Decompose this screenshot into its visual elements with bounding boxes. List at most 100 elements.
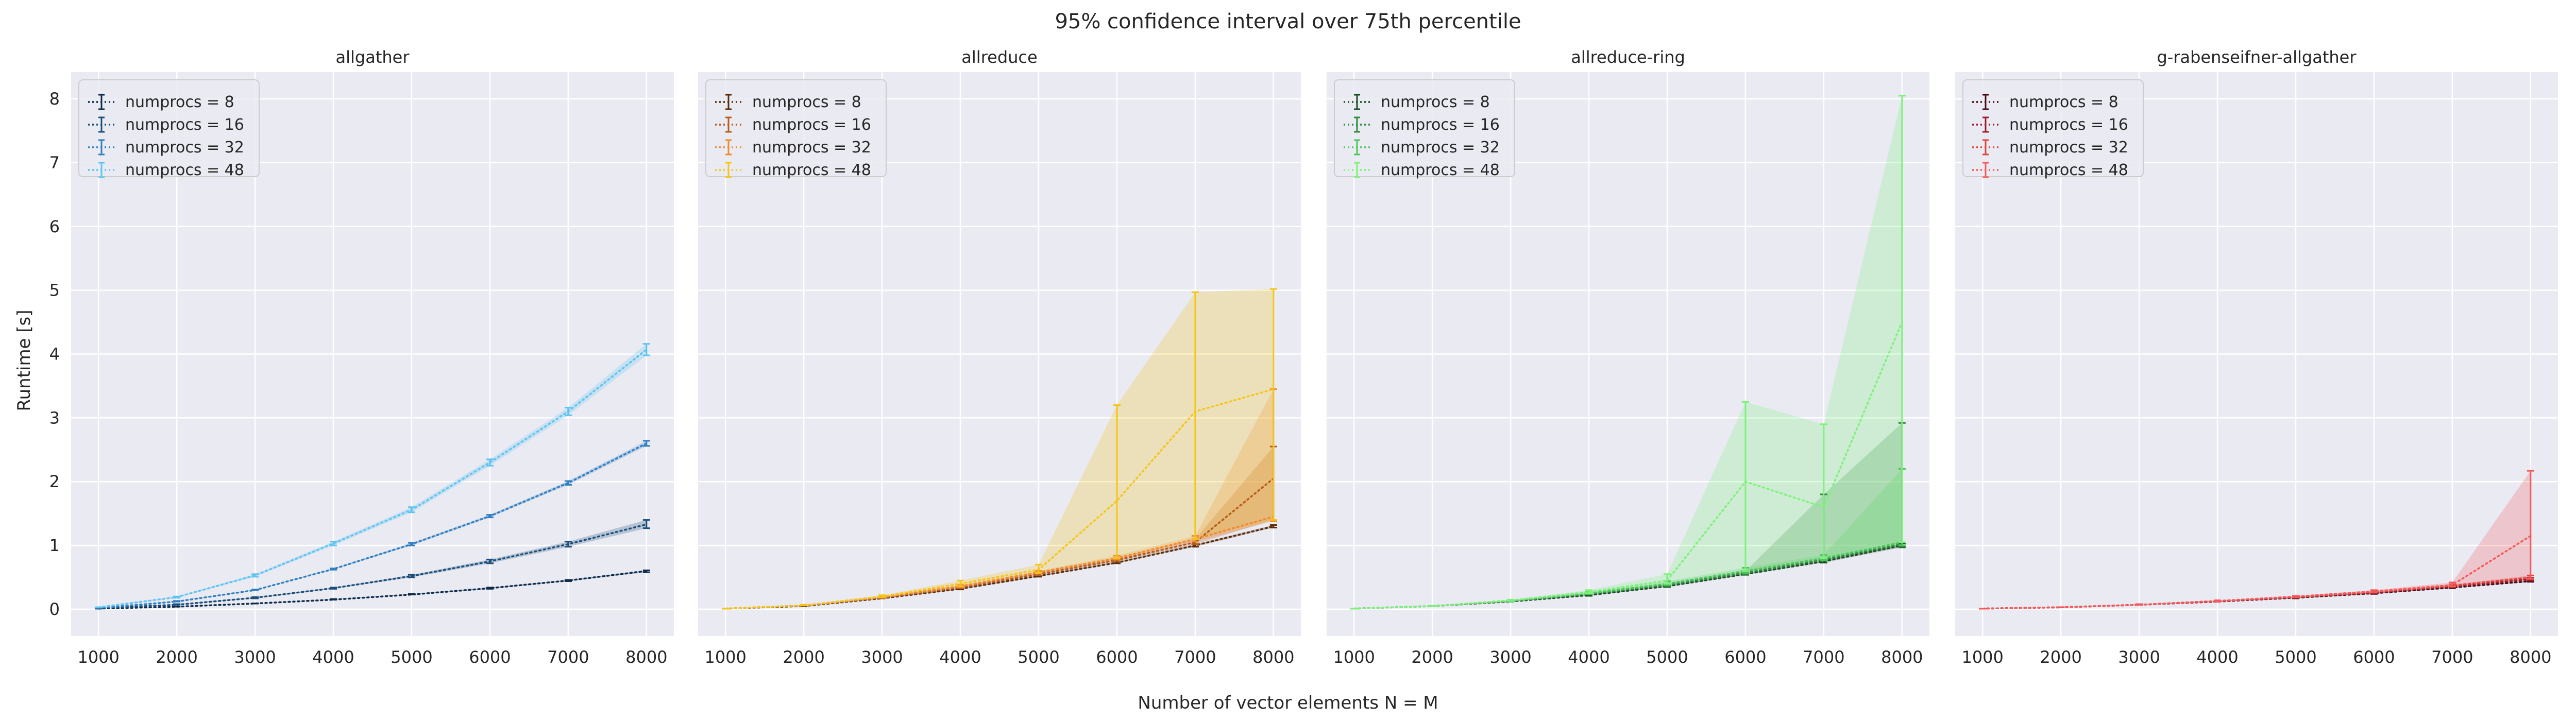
legend-item: numprocs = 48: [715, 161, 871, 179]
y-tick-label: 3: [49, 408, 60, 427]
x-tick-label: 5000: [391, 647, 432, 667]
x-tick-label: 4000: [2196, 647, 2238, 667]
x-tick-label: 1000: [704, 647, 746, 667]
y-tick-label: 6: [49, 217, 60, 236]
x-tick-label: 7000: [1803, 647, 1844, 667]
series-line: [724, 516, 1275, 610]
y-tick-label: 5: [49, 281, 60, 300]
legend-item: numprocs = 32: [1972, 139, 2128, 157]
series-line: [97, 570, 648, 610]
y-tick-label: 2: [49, 472, 60, 491]
series: [1979, 470, 2534, 610]
series-line: [724, 388, 1275, 610]
legend-label: numprocs = 8: [1381, 93, 1490, 111]
legend-item: numprocs = 48: [1972, 161, 2128, 179]
legend-item: numprocs = 8: [1972, 93, 2119, 111]
y-tick-label: 4: [49, 345, 60, 364]
series: [1350, 95, 1906, 610]
legend-label: numprocs = 16: [1381, 116, 1500, 134]
x-tick-label: 1000: [1961, 647, 2003, 667]
x-tick-label: 6000: [2353, 647, 2395, 667]
x-tick-label: 8000: [1881, 647, 1923, 667]
legend-box: [1962, 79, 2144, 177]
series: [95, 519, 650, 609]
series-line: [724, 477, 1275, 610]
x-tick-label: 8000: [2510, 647, 2551, 667]
x-tick-label: 2000: [2040, 647, 2081, 667]
legend-label: numprocs = 32: [125, 139, 244, 157]
legend-item: numprocs = 8: [1344, 93, 1490, 111]
series-line: [97, 349, 648, 609]
series-line: [1353, 541, 1903, 610]
series-line: [1353, 321, 1903, 610]
y-tick-label: 0: [49, 599, 60, 619]
legend-item: numprocs = 16: [1972, 116, 2128, 134]
y-axis-label: Runtime [s]: [14, 310, 35, 411]
series-line: [724, 525, 1275, 610]
x-tick-label: 7000: [2431, 647, 2473, 667]
x-tick-label: 3000: [861, 647, 903, 667]
y-tick-label: 8: [49, 89, 60, 109]
x-tick-label: 8000: [625, 647, 667, 667]
x-tick-label: 6000: [469, 647, 511, 667]
legend-item: numprocs = 48: [1344, 161, 1500, 179]
legend-item: numprocs = 16: [1344, 116, 1500, 134]
x-tick-label: 6000: [1724, 647, 1766, 667]
legend-label: numprocs = 48: [1381, 161, 1500, 179]
legend-label: numprocs = 16: [752, 116, 871, 134]
series: [722, 288, 1277, 610]
x-tick-label: 6000: [1096, 647, 1138, 667]
subplot-title: allgather: [336, 47, 410, 67]
legend-item: numprocs = 32: [1344, 139, 1500, 157]
x-tick-label: 1000: [77, 647, 119, 667]
y-tick-label: 7: [49, 153, 60, 173]
legend: numprocs = 8 numprocs = 16 numprocs = 32 nu…: [78, 79, 260, 179]
ci-band: [725, 289, 1274, 609]
legend: numprocs = 8 numprocs = 16 numprocs = 32 nu…: [1334, 79, 1515, 179]
legend-item: numprocs = 16: [715, 116, 871, 134]
subplot-3: allreduce-ring 1000 2000 3000 4000 5000 6000 70…: [1327, 47, 1929, 667]
series-line: [97, 442, 648, 609]
legend-item: numprocs = 8: [88, 93, 234, 111]
legend-box: [705, 79, 887, 177]
x-tick-label: 4000: [312, 647, 354, 667]
legend-label: numprocs = 8: [752, 93, 861, 111]
subplot-2: allreduce 1000 2000 3000 4000 5000 6000 7000 800…: [698, 47, 1301, 667]
ci-band: [1354, 423, 1902, 609]
legend-item: numprocs = 48: [88, 161, 244, 179]
series-line: [97, 523, 648, 609]
x-tick-label: 2000: [783, 647, 824, 667]
figure-title: 95% confidence interval over 75th percen…: [1055, 10, 1521, 33]
ci-band: [725, 389, 1274, 609]
legend-label: numprocs = 32: [752, 139, 871, 157]
x-tick-label: 4000: [939, 647, 981, 667]
legend-item: numprocs = 32: [88, 139, 244, 157]
x-tick-label: 3000: [1489, 647, 1531, 667]
legend-label: numprocs = 48: [2009, 161, 2128, 179]
series: [95, 343, 650, 609]
legend-item: numprocs = 8: [715, 93, 861, 111]
x-tick-label: 2000: [156, 647, 197, 667]
x-tick-label: 5000: [2275, 647, 2316, 667]
y-tick-label: 1: [49, 536, 60, 555]
legend: numprocs = 8 numprocs = 16 numprocs = 32 nu…: [705, 79, 887, 179]
series-line: [1353, 544, 1903, 610]
subplot-title: allreduce-ring: [1571, 47, 1685, 67]
x-tick-label: 7000: [1174, 647, 1216, 667]
legend-box: [78, 79, 260, 177]
legend-box: [1334, 79, 1515, 177]
series-line: [1353, 543, 1903, 610]
subplot-title: g-rabenseifner-allgather: [2157, 47, 2357, 67]
legend: numprocs = 8 numprocs = 16 numprocs = 32 nu…: [1962, 79, 2144, 179]
x-tick-label: 2000: [1411, 647, 1453, 667]
x-tick-label: 3000: [234, 647, 276, 667]
legend-label: numprocs = 8: [2009, 93, 2119, 111]
x-tick-label: 7000: [547, 647, 589, 667]
ci-band: [1354, 95, 1902, 609]
legend-item: numprocs = 32: [715, 139, 871, 157]
x-tick-label: 5000: [1646, 647, 1688, 667]
legend-label: numprocs = 32: [2009, 139, 2128, 157]
x-axis-label: Number of vector elements N = M: [1138, 693, 1438, 713]
x-tick-label: 4000: [1568, 647, 1609, 667]
x-tick-label: 1000: [1333, 647, 1375, 667]
